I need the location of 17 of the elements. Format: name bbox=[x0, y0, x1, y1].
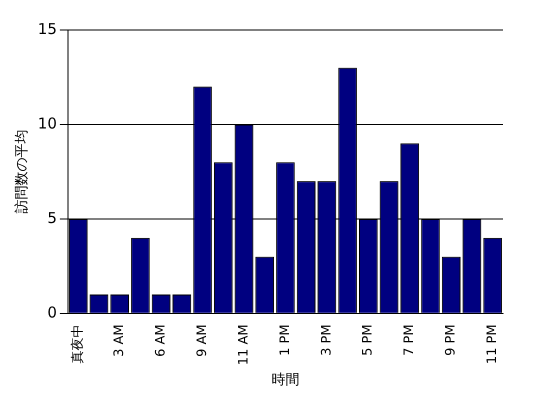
x-axis-title: 時間 bbox=[271, 372, 300, 388]
x-tick-label: 7 PM bbox=[402, 324, 418, 356]
y-tick-label: 10 bbox=[38, 114, 57, 132]
x-tick-label: 3 AM bbox=[112, 324, 128, 357]
x-tick-label: 1 PM bbox=[278, 324, 293, 356]
y-tick-label: 15 bbox=[38, 20, 57, 38]
x-tick-label: 真夜中 bbox=[70, 324, 86, 364]
x-tick-label: 3 PM bbox=[319, 324, 334, 356]
x-tick-label: 11 PM bbox=[485, 324, 500, 364]
x-tick-label: 5 PM bbox=[360, 324, 376, 356]
x-tick-label: 9 AM bbox=[194, 324, 210, 357]
x-tick-label: 11 AM bbox=[236, 324, 252, 366]
y-axis-title: 訪問数の平均 bbox=[14, 130, 30, 214]
y-tick-label: 0 bbox=[47, 303, 57, 322]
x-tick-label: 6 AM bbox=[154, 324, 168, 357]
y-tick-label: 5 bbox=[47, 208, 57, 227]
x-tick-label: 9 PM bbox=[444, 324, 459, 356]
